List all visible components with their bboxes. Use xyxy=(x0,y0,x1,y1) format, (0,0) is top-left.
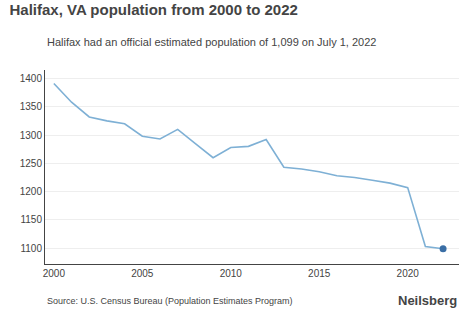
svg-text:Halifax, VA population from 20: Halifax, VA population from 2000 to 2022 xyxy=(9,1,297,18)
svg-text:Neilsberg: Neilsberg xyxy=(398,293,457,308)
svg-text:1150: 1150 xyxy=(20,214,42,225)
svg-text:2005: 2005 xyxy=(131,268,154,279)
svg-text:2015: 2015 xyxy=(308,268,331,279)
svg-text:1100: 1100 xyxy=(20,243,42,254)
svg-text:Halifax had an official estima: Halifax had an official estimated popula… xyxy=(47,36,376,48)
svg-text:1200: 1200 xyxy=(20,186,43,197)
svg-text:2020: 2020 xyxy=(397,268,420,279)
svg-text:1400: 1400 xyxy=(20,73,43,84)
svg-text:Source: U.S. Census Bureau (Po: Source: U.S. Census Bureau (Population E… xyxy=(47,296,293,306)
svg-text:2010: 2010 xyxy=(220,268,243,279)
svg-text:1250: 1250 xyxy=(20,158,43,169)
svg-text:2000: 2000 xyxy=(43,268,66,279)
svg-text:1300: 1300 xyxy=(20,130,43,141)
svg-text:1350: 1350 xyxy=(20,101,43,112)
